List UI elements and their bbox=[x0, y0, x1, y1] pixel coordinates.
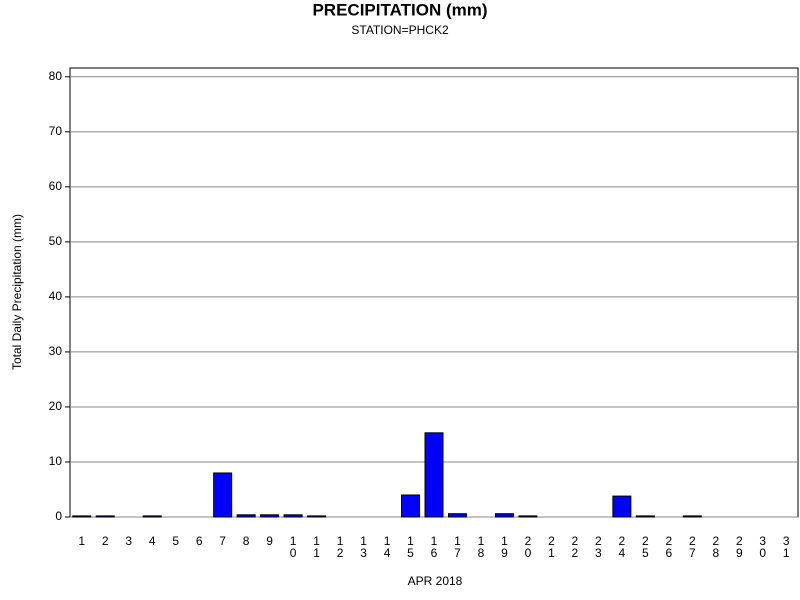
bar bbox=[307, 515, 327, 518]
bar bbox=[95, 515, 115, 518]
x-tick-label: 1 bbox=[78, 534, 85, 548]
x-tick-label: 6 bbox=[196, 534, 203, 548]
bar bbox=[401, 494, 421, 518]
x-tick-label: 2 bbox=[102, 534, 109, 548]
y-axis-label: Total Daily Precipitation (mm) bbox=[10, 214, 24, 370]
x-axis-label: APR 2018 bbox=[408, 574, 463, 588]
y-tick-label: 30 bbox=[49, 344, 63, 358]
x-tick-label: 8 bbox=[243, 534, 250, 548]
y-tick-label: 80 bbox=[49, 69, 63, 83]
y-tick-label: 60 bbox=[49, 179, 63, 193]
bar bbox=[236, 514, 256, 518]
bar bbox=[635, 515, 655, 518]
bar bbox=[424, 432, 444, 518]
bar bbox=[213, 472, 233, 518]
y-tick-label: 0 bbox=[55, 509, 62, 523]
bar bbox=[518, 515, 538, 518]
bar bbox=[494, 513, 514, 518]
y-tick-label: 70 bbox=[49, 124, 63, 138]
x-tick-label: 4 bbox=[149, 534, 156, 548]
x-tick-label: 9 bbox=[266, 534, 273, 548]
bar bbox=[283, 514, 303, 518]
y-tick-label: 40 bbox=[49, 289, 63, 303]
y-tick-label: 50 bbox=[49, 234, 63, 248]
bar bbox=[612, 495, 632, 518]
bar bbox=[682, 515, 702, 518]
chart-title: PRECIPITATION (mm) bbox=[312, 0, 487, 19]
y-tick-label: 10 bbox=[49, 454, 63, 468]
x-tick-label: 7 bbox=[219, 534, 226, 548]
bar bbox=[447, 513, 467, 518]
x-tick-label: 5 bbox=[172, 534, 179, 548]
bar bbox=[72, 515, 92, 518]
bar bbox=[260, 514, 280, 518]
y-tick-label: 20 bbox=[49, 399, 63, 413]
bar bbox=[142, 515, 162, 518]
x-tick-label: 3 bbox=[125, 534, 132, 548]
chart-subtitle: STATION=PHCK2 bbox=[351, 23, 449, 37]
